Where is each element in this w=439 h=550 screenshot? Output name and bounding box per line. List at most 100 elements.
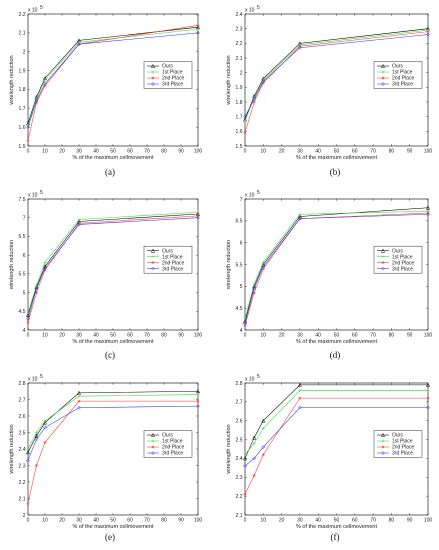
legend-marker [380, 248, 386, 253]
data-point [26, 501, 30, 506]
x-tick-label: 80 [389, 518, 395, 524]
data-point [196, 215, 200, 220]
data-point [196, 210, 200, 214]
data-point [25, 450, 31, 455]
legend-label: 3rd Place [392, 82, 413, 88]
y-tick-label: 2.3 [19, 463, 26, 469]
data-point [34, 463, 39, 468]
y-tick-label: 2.6 [19, 414, 26, 420]
data-point [298, 388, 302, 393]
legend-marker [381, 76, 385, 80]
y-tick-label: 1.7 [236, 114, 243, 120]
data-point [243, 492, 247, 496]
data-point [77, 42, 81, 47]
chart-panel-a: 0 10 20 30 40 50 60 70 80 90 100 1.5 1.6 1.7 1.8 1.9 2 2.… [9, 5, 202, 177]
legend-label: 1st Place [162, 439, 183, 445]
x-tick-label: 80 [161, 518, 167, 524]
x-tick-label: 80 [389, 149, 395, 155]
data-point [261, 426, 265, 430]
y-tick-label: 1.5 [19, 144, 26, 150]
x-tick-label: 80 [161, 333, 167, 339]
y-tick-label: 2.3 [236, 26, 243, 32]
legend-label: 3rd Place [162, 82, 183, 88]
data-point [195, 389, 201, 394]
y-tick-label: 1.6 [236, 129, 243, 135]
y-tick-label: 2 [23, 513, 26, 519]
data-point [261, 260, 265, 264]
x-tick-label: 50 [110, 149, 116, 155]
series-line-3 [27, 32, 199, 128]
data-point [252, 456, 257, 461]
y-tick-label: 4.5 [236, 306, 243, 312]
legend-label: 1st Place [162, 70, 183, 76]
x-tick-label: 60 [127, 333, 133, 339]
x-tick-label: 0 [27, 518, 30, 524]
y-tick-label: 7.5 [19, 197, 26, 203]
x-tick-label: 40 [315, 333, 321, 339]
data-point [297, 216, 302, 221]
data-point [43, 78, 47, 82]
series-line-3 [244, 34, 429, 117]
x-tick-label: 20 [59, 518, 65, 524]
data-point [252, 100, 256, 104]
data-point [77, 221, 81, 225]
chart-panel-f: 0 10 20 30 40 50 60 70 80 90 100 2.1 2.2 2.3 2.4 2.5 2.6… [226, 374, 432, 542]
axis-exponent-power: 5 [257, 374, 260, 380]
x-tick-label: 60 [352, 149, 358, 155]
data-point [43, 81, 47, 86]
y-tick-label: 5 [23, 290, 26, 296]
legend-marker [150, 248, 156, 253]
y-tick-label: 2.2 [236, 494, 243, 500]
x-tick-label: 40 [315, 149, 321, 155]
series-line-3 [27, 217, 199, 319]
x-tick-label: 20 [59, 333, 65, 339]
y-tick-label: 2.6 [236, 419, 243, 425]
x-tick-label: 30 [297, 518, 303, 524]
y-tick-label: 4 [240, 328, 243, 334]
data-point [252, 97, 257, 102]
data-point [298, 212, 302, 216]
data-point [297, 382, 302, 387]
y-tick-label: 1.9 [236, 85, 243, 91]
data-point [26, 311, 30, 315]
data-point [261, 264, 266, 269]
series-line-3 [27, 405, 199, 461]
y-tick-label: 2.7 [236, 400, 243, 406]
data-point [43, 419, 47, 423]
y-tick-label: 2.2 [19, 12, 26, 18]
y-tick-label: 2.1 [236, 56, 243, 62]
x-tick-label: 10 [42, 149, 48, 155]
x-axis-label: % of the maximum cellmovement [73, 155, 154, 161]
x-tick-label: 70 [144, 149, 150, 155]
chart-panel-b: 0 10 20 30 40 50 60 70 80 90 100 1.5 1.6 1.7 1.8 1.9 2 2.… [226, 5, 432, 177]
y-tick-label: 2.4 [236, 12, 243, 18]
x-tick-label: 70 [370, 149, 376, 155]
y-axis-label: wirelength reduction [226, 240, 232, 290]
panel-caption: (c) [105, 350, 115, 360]
y-axis-label: wirelength reduction [9, 240, 15, 290]
data-point [297, 405, 302, 410]
legend-marker [381, 82, 385, 86]
legend-marker [381, 445, 385, 449]
x-tick-label: 50 [110, 518, 116, 524]
x-tick-label: 10 [42, 333, 48, 339]
y-tick-label: 2.2 [19, 480, 26, 486]
legend-label: 3rd Place [392, 266, 413, 272]
x-tick-label: 80 [389, 333, 395, 339]
x-tick-label: 0 [244, 333, 247, 339]
x-tick-label: 90 [178, 333, 184, 339]
data-point [243, 114, 247, 119]
y-tick-label: 2.5 [19, 430, 26, 436]
panel-caption: (f) [331, 532, 340, 542]
axis-exponent-power: 5 [40, 374, 43, 380]
series-line-0 [244, 384, 428, 459]
x-tick-label: 30 [297, 149, 303, 155]
axis-exponent: x 10 [245, 377, 255, 383]
data-point [196, 392, 200, 397]
data-point [196, 404, 200, 409]
x-tick-label: 90 [407, 518, 413, 524]
legend-marker [380, 432, 386, 437]
data-point [261, 79, 266, 84]
